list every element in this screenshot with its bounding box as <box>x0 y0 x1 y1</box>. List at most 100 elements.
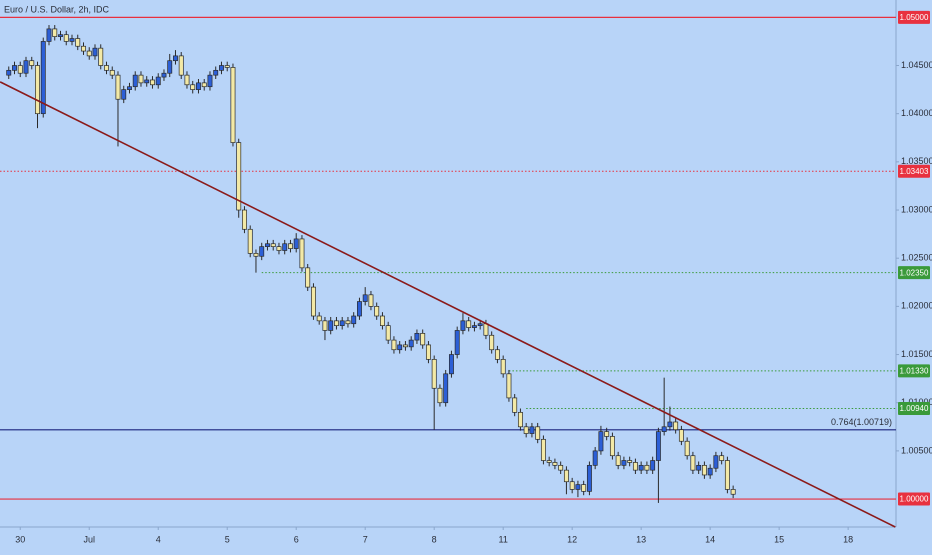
candle-body <box>483 323 489 336</box>
candle-body <box>638 464 644 471</box>
candle-body <box>219 65 224 71</box>
candle-body <box>201 82 207 88</box>
y-tick-label: 1.01500 <box>901 349 932 359</box>
candle-body <box>293 238 299 249</box>
candle-body <box>339 320 345 326</box>
candle-body <box>397 344 403 351</box>
x-tick-label: 4 <box>156 534 161 544</box>
candle-body <box>109 69 115 76</box>
candle-body <box>230 67 236 143</box>
candle-body <box>322 320 328 331</box>
candle-body <box>247 228 253 254</box>
candle-body <box>408 339 414 348</box>
candle-body <box>58 34 63 37</box>
candle-body <box>29 60 35 66</box>
candle-body <box>357 301 362 317</box>
candle-body <box>178 55 184 76</box>
candle-body <box>46 28 52 42</box>
candle-body <box>460 320 466 331</box>
candle-body <box>345 320 351 325</box>
level-label: 1.00940 <box>900 404 929 413</box>
candle-body <box>540 438 546 461</box>
candle-body <box>150 79 155 86</box>
x-tick-label: 8 <box>432 534 437 544</box>
x-tick-label: 6 <box>294 534 299 544</box>
x-tick-label: 11 <box>499 534 508 544</box>
candle-body <box>121 89 127 100</box>
candle-body <box>546 460 552 463</box>
level-label-box <box>898 10 930 24</box>
candle-body <box>644 464 650 471</box>
candle-body <box>569 481 575 490</box>
candle-body <box>489 334 495 351</box>
candle-body <box>678 429 684 442</box>
candle-body <box>311 286 316 317</box>
candles <box>6 25 736 503</box>
candle-body <box>282 243 288 251</box>
candle-body <box>161 72 167 78</box>
level-annotation: 0.764(1.00719) <box>831 417 892 427</box>
candle-body <box>190 84 196 90</box>
candle-body <box>351 315 357 325</box>
candle-body <box>535 426 541 440</box>
candle-body <box>6 69 12 76</box>
candle-body <box>506 373 512 399</box>
candle-body <box>581 484 587 492</box>
candle-body <box>63 34 69 42</box>
candle-body <box>701 464 707 476</box>
candle-body <box>132 74 138 88</box>
candle-body <box>707 467 713 476</box>
candle-body <box>236 142 242 211</box>
candle-body <box>730 489 736 495</box>
candle-body <box>477 323 483 326</box>
overlay <box>0 81 896 528</box>
candle-body <box>259 246 265 257</box>
x-tick-label: 30 <box>15 534 25 544</box>
candle-body <box>471 325 477 328</box>
candle-body <box>552 462 558 466</box>
x-tick-label: 18 <box>843 534 853 544</box>
candle-body <box>196 82 201 90</box>
candle-body <box>598 431 604 452</box>
candle-body <box>207 74 213 88</box>
y-tick-label: 1.04500 <box>901 60 932 70</box>
candle-body <box>724 460 730 490</box>
candle-body <box>558 464 564 471</box>
chart-title: Euro / U.S. Dollar, 2h, IDC <box>4 4 110 14</box>
level-label: 1.01330 <box>900 367 929 376</box>
candle-body <box>604 431 610 437</box>
candle-body <box>402 344 408 348</box>
candle-body <box>17 65 23 74</box>
candle-body <box>92 47 98 57</box>
level-label-box <box>898 364 930 378</box>
candle-body <box>673 421 679 431</box>
x-tick-label: 15 <box>774 534 784 544</box>
candle-body <box>138 74 144 84</box>
level-label: 1.02350 <box>900 268 929 277</box>
candle-body <box>167 60 173 74</box>
candle-body <box>265 243 270 247</box>
candle-body <box>328 320 334 331</box>
candle-body <box>242 209 247 230</box>
y-tick-label: 1.04000 <box>901 108 932 118</box>
y-tick-label: 1.00500 <box>901 445 932 455</box>
candle-body <box>690 455 696 471</box>
candle-body <box>627 460 633 463</box>
candle-body <box>632 462 638 471</box>
candle-body <box>155 76 161 86</box>
candle-body <box>81 45 86 52</box>
candle-body <box>115 74 121 100</box>
candle-body <box>40 41 46 115</box>
candle-body <box>586 464 592 492</box>
candle-body <box>213 69 219 76</box>
candle-body <box>713 455 719 469</box>
candle-body <box>529 426 535 434</box>
candle-body <box>650 460 656 471</box>
level-label-box <box>898 401 930 415</box>
candle-body <box>667 421 673 428</box>
candle-body <box>466 320 472 328</box>
level-label-box <box>898 266 930 280</box>
candle-body <box>414 332 420 341</box>
